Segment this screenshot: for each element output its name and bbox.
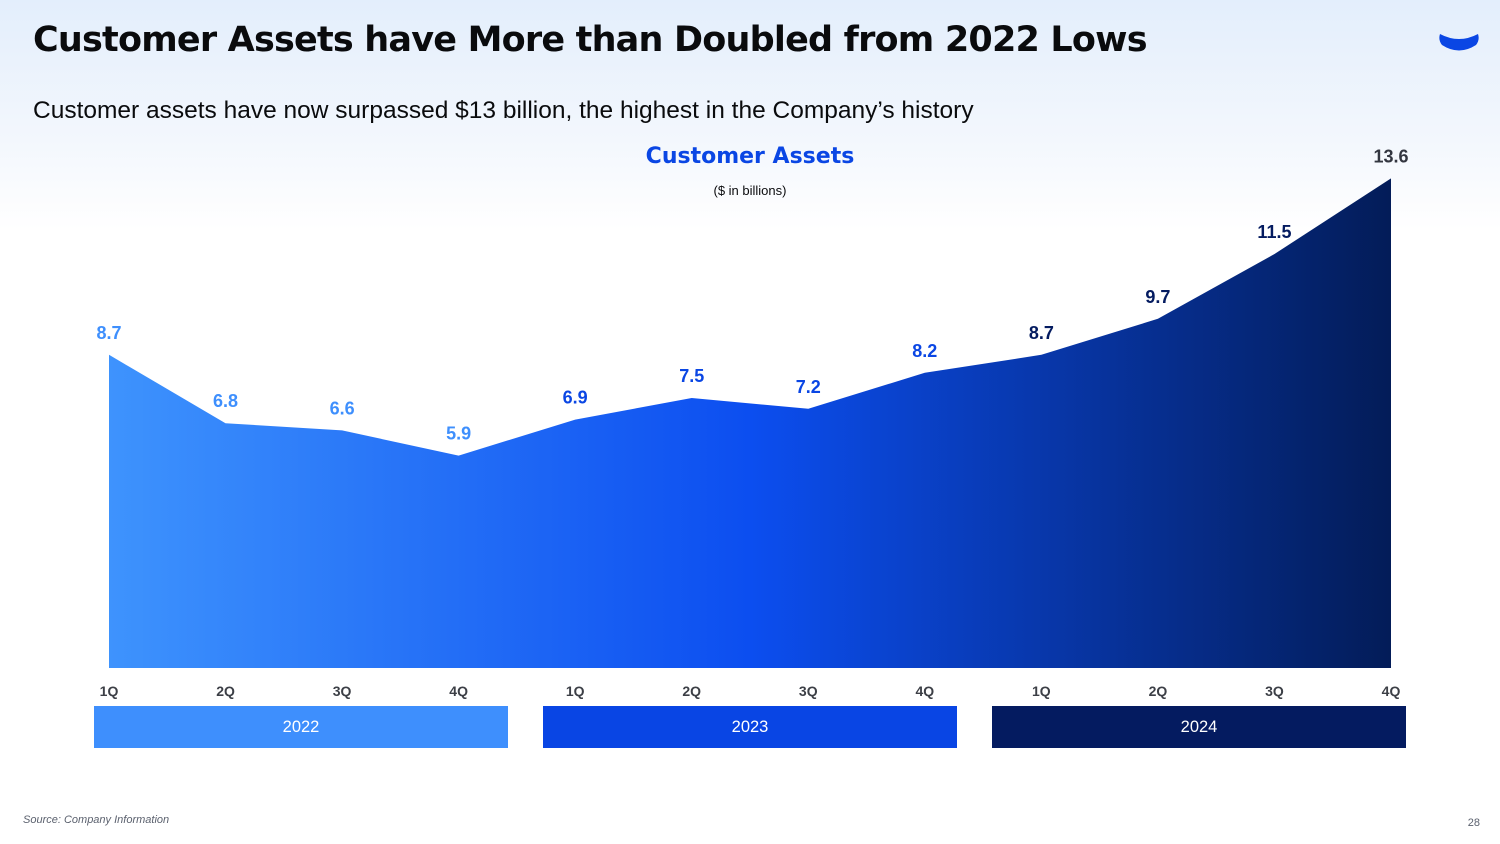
data-label: 7.5: [679, 366, 704, 386]
x-tick-label: 3Q: [333, 683, 352, 699]
data-label: 9.7: [1145, 287, 1170, 307]
x-tick-label: 3Q: [1265, 683, 1284, 699]
data-label: 6.8: [213, 391, 238, 411]
slide-subtitle: Customer assets have now surpassed $13 b…: [33, 97, 974, 124]
chart-units: ($ in billions): [713, 183, 787, 198]
x-axis-tick-labels: 1Q 2Q 3Q 4Q 1Q 2Q 3Q 4Q 1Q 2Q 3Q 4Q: [100, 683, 1401, 699]
year-band-2022: 2022: [94, 706, 508, 748]
year-band-2023: 2023: [543, 706, 957, 748]
area-series: [109, 178, 1391, 668]
data-label: 5.9: [446, 424, 471, 444]
data-label: 7.2: [796, 377, 821, 397]
x-tick-label: 4Q: [915, 683, 934, 699]
x-tick-label: 2Q: [216, 683, 235, 699]
x-tick-label: 2Q: [1149, 683, 1168, 699]
data-label: 8.7: [96, 323, 121, 343]
data-label: 13.6: [1373, 146, 1408, 166]
source-note: Source: Company Information: [23, 814, 170, 826]
data-label: 11.5: [1257, 222, 1291, 242]
slide-title: Customer Assets have More than Doubled f…: [33, 20, 1148, 60]
data-label: 8.2: [912, 341, 937, 361]
x-tick-label: 1Q: [1032, 683, 1051, 699]
coinbase-logo-icon: [1439, 34, 1479, 51]
year-band-2024: 2024: [992, 706, 1406, 748]
data-labels: 8.7 6.8 6.6 5.9 6.9 7.5 7.2 8.2 8.7 9.7 11.5 13.6: [96, 146, 1408, 443]
x-tick-label: 4Q: [1382, 683, 1401, 699]
data-label: 6.9: [563, 388, 588, 408]
data-label: 8.7: [1029, 323, 1054, 343]
x-tick-label: 2Q: [682, 683, 701, 699]
page-number: 28: [1467, 817, 1480, 829]
x-tick-label: 1Q: [100, 683, 119, 699]
data-label: 6.6: [330, 398, 355, 418]
chart-title: Customer Assets: [645, 144, 855, 169]
x-tick-label: 4Q: [449, 683, 468, 699]
x-tick-label: 3Q: [799, 683, 818, 699]
x-tick-label: 1Q: [566, 683, 585, 699]
